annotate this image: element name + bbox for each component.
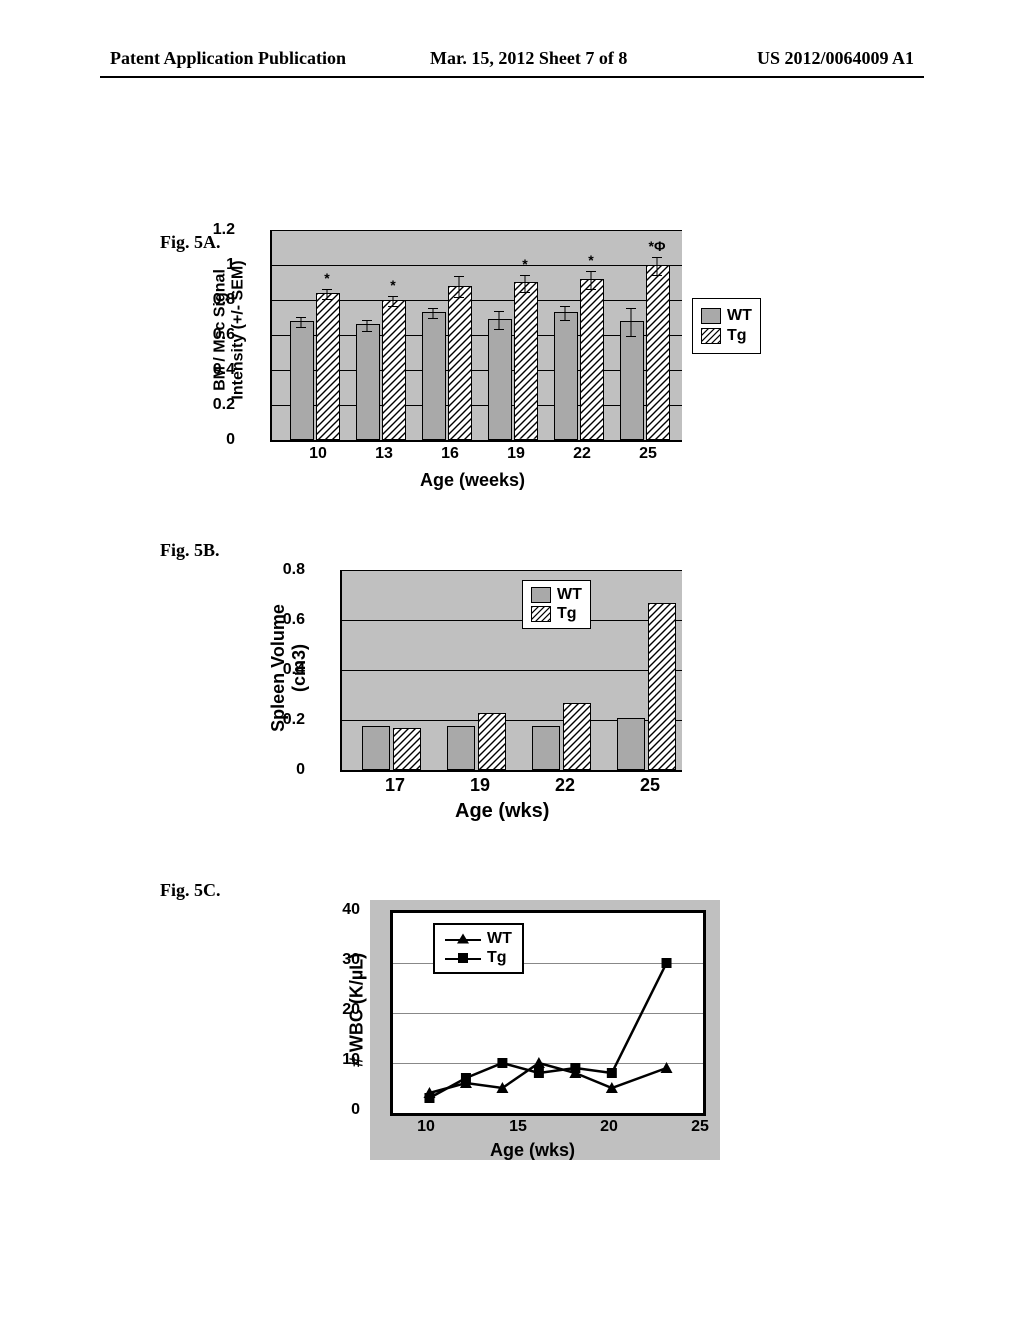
fig5a-legend: WT Tg (692, 298, 761, 354)
fig-5b-label: Fig. 5B. (160, 540, 220, 561)
sig-marker: * (390, 277, 395, 293)
bar-wt (290, 321, 314, 440)
xtick: 25 (640, 775, 660, 796)
bar-wt (532, 726, 560, 771)
fig5a-xlabel: Age (weeks) (420, 470, 525, 491)
bar-tg (514, 282, 538, 440)
sig-marker: * (588, 252, 593, 268)
xtick: 10 (309, 445, 327, 463)
bar-tg (580, 279, 604, 440)
legend-swatch-wt (531, 587, 551, 603)
fig5b-xlabel: Age (wks) (455, 800, 549, 823)
bar-tg (316, 293, 340, 440)
legend-swatch-wt (701, 308, 721, 324)
xtick: 17 (385, 775, 405, 796)
ytick: 0 (226, 431, 235, 449)
header-right: US 2012/0064009 A1 (757, 48, 914, 69)
legend-label: Tg (727, 327, 747, 345)
bar-tg (448, 286, 472, 440)
bar-wt (488, 319, 512, 440)
legend-marker-wt (445, 932, 481, 946)
sig-marker: * (324, 270, 329, 286)
sig-marker: *Φ (649, 238, 666, 254)
fig5b-plot: WT Tg (340, 570, 682, 772)
ytick: 0.4 (213, 361, 235, 379)
ytick: 1.2 (213, 221, 235, 239)
bar-wt (617, 718, 645, 770)
bar-wt (356, 324, 380, 440)
xtick: 19 (507, 445, 525, 463)
fig-5b-chart: Spleen Volume (cm3) 0 0.2 0.4 0.6 0.8 WT… (230, 560, 710, 830)
ytick: 40 (342, 901, 360, 919)
xtick: 15 (509, 1118, 527, 1136)
bar-wt (554, 312, 578, 440)
bar-tg (648, 603, 676, 770)
fig5a-plot: * * * * *Φ (270, 230, 682, 442)
bar-tg (393, 728, 421, 770)
ytick: 0.2 (213, 396, 235, 414)
bar-tg (382, 300, 406, 440)
legend-label: WT (557, 586, 582, 604)
legend-swatch-tg (701, 328, 721, 344)
ytick: 0.6 (213, 326, 235, 344)
fig-5a-chart: BM / Msc Signal Intensity (+/- SEM) 0 0.… (140, 220, 710, 490)
header-mid: Mar. 15, 2012 Sheet 7 of 8 (430, 48, 627, 69)
xtick: 20 (600, 1118, 618, 1136)
bar-tg (646, 265, 670, 440)
legend-label: WT (727, 307, 752, 325)
bar-wt (422, 312, 446, 440)
xtick: 10 (417, 1118, 435, 1136)
legend-marker-tg (445, 951, 481, 965)
ytick: 0.2 (283, 711, 305, 729)
fig-5c-chart: # WBC (K/µL) 0 10 20 30 40 WT Tg 10 15 2… (300, 900, 730, 1170)
fig5b-legend: WT Tg (522, 580, 591, 629)
ytick: 10 (342, 1051, 360, 1069)
xtick: 25 (639, 445, 657, 463)
legend-swatch-tg (531, 606, 551, 622)
bar-wt (362, 726, 390, 771)
ytick: 20 (342, 1001, 360, 1019)
ytick: 0.4 (283, 661, 305, 679)
legend-label: WT (487, 930, 512, 948)
ytick: 0.6 (283, 611, 305, 629)
xtick: 13 (375, 445, 393, 463)
xtick: 22 (555, 775, 575, 796)
header-left: Patent Application Publication (110, 48, 346, 69)
xtick: 16 (441, 445, 459, 463)
xtick: 22 (573, 445, 591, 463)
fig-5c-label: Fig. 5C. (160, 880, 221, 901)
ytick: 0.8 (213, 291, 235, 309)
xtick: 25 (691, 1118, 709, 1136)
bar-wt (620, 321, 644, 440)
ytick: 0 (351, 1101, 360, 1119)
legend-label: Tg (557, 605, 577, 623)
legend-label: Tg (487, 949, 507, 967)
header-rule (100, 76, 924, 78)
fig5c-plot: WT Tg (390, 910, 706, 1116)
ytick: 30 (342, 951, 360, 969)
bar-wt (447, 726, 475, 771)
bar-tg (563, 703, 591, 770)
bar-tg (478, 713, 506, 770)
fig5c-xlabel: Age (wks) (490, 1140, 575, 1161)
page: Patent Application Publication Mar. 15, … (0, 0, 1024, 1320)
fig5c-legend: WT Tg (433, 923, 524, 974)
ytick: 1 (226, 256, 235, 274)
ytick: 0 (296, 761, 305, 779)
xtick: 19 (470, 775, 490, 796)
sig-marker: * (522, 256, 527, 272)
ytick: 0.8 (283, 561, 305, 579)
